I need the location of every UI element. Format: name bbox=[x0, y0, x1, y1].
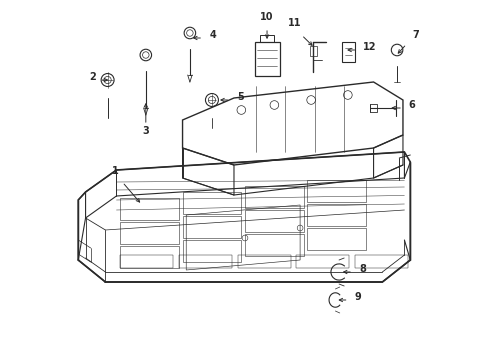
Text: 11: 11 bbox=[288, 18, 301, 28]
Text: 8: 8 bbox=[359, 264, 366, 274]
Text: 1: 1 bbox=[112, 166, 118, 176]
Text: 2: 2 bbox=[90, 72, 97, 82]
Text: 9: 9 bbox=[354, 292, 361, 302]
Text: 5: 5 bbox=[237, 92, 244, 102]
Text: 6: 6 bbox=[409, 100, 416, 110]
Text: 7: 7 bbox=[413, 30, 419, 40]
Text: 4: 4 bbox=[210, 30, 217, 40]
Text: 3: 3 bbox=[143, 126, 149, 136]
Text: 10: 10 bbox=[260, 12, 274, 22]
Text: 12: 12 bbox=[363, 42, 377, 52]
